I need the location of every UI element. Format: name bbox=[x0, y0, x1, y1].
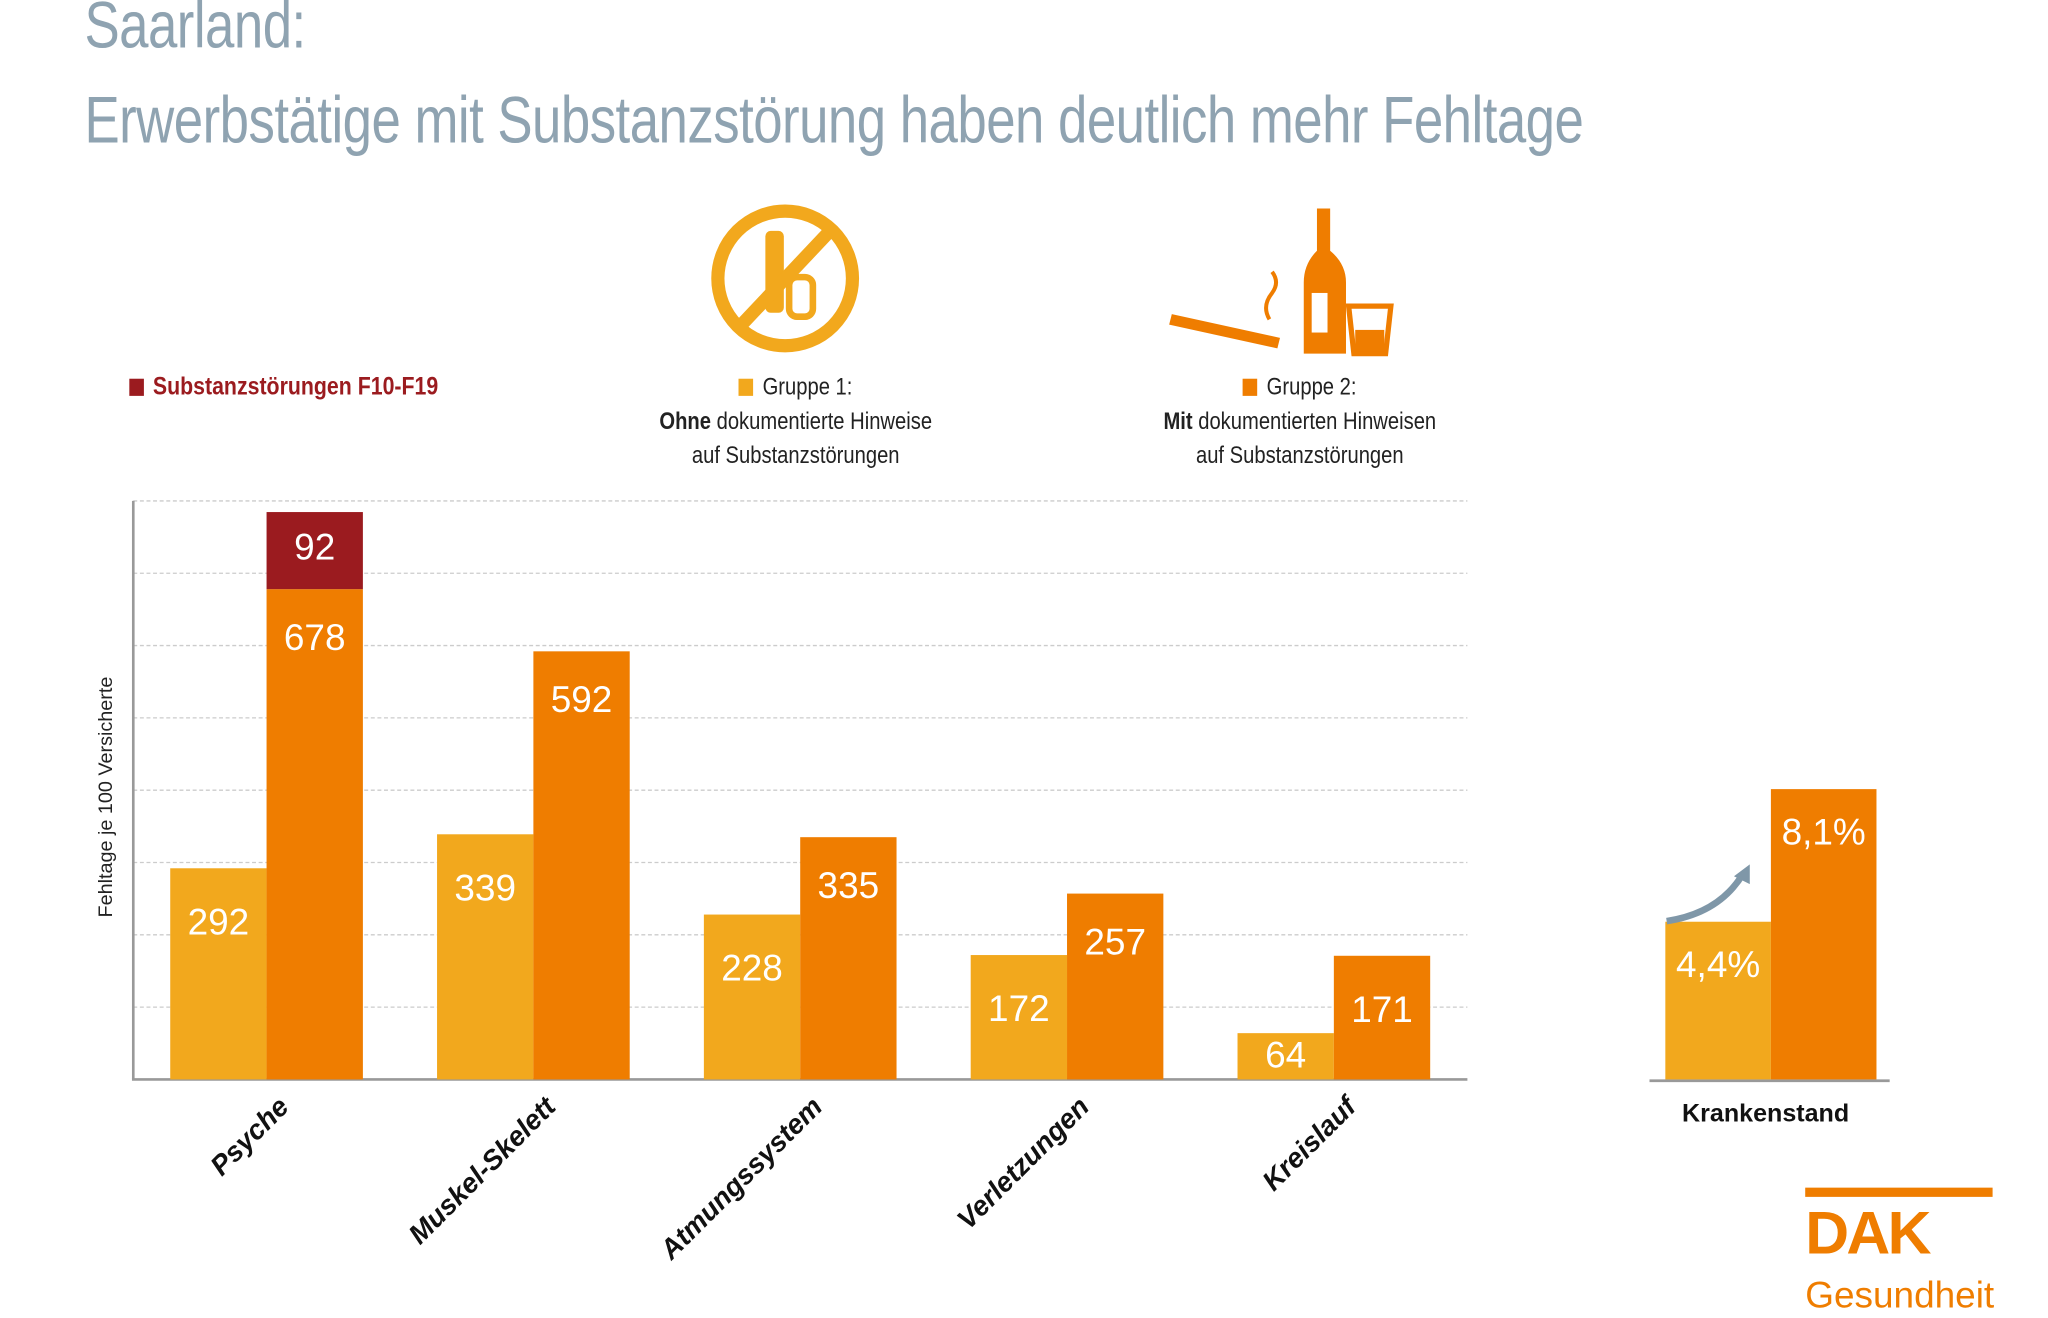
legend-label: Substanzstörungen F10-F19 bbox=[152, 373, 439, 402]
bar-group2 bbox=[266, 589, 363, 1080]
legend-line: Mit dokumentierten Hinweisen bbox=[1132, 404, 1468, 438]
bar-group1 bbox=[437, 834, 534, 1080]
category-label: Kreislauf bbox=[1256, 1089, 1364, 1197]
data-label: 92 bbox=[294, 527, 335, 568]
bar-group2 bbox=[1067, 893, 1164, 1080]
arrow-up-icon bbox=[1666, 871, 1747, 925]
legend-swatch bbox=[129, 378, 144, 396]
legend-bold: Ohne bbox=[659, 407, 711, 435]
data-label: 171 bbox=[1351, 989, 1413, 1030]
logo-subtext: Gesundheit bbox=[1805, 1274, 1995, 1316]
legend-bold: Mit bbox=[1163, 407, 1193, 435]
legend-group2: Gruppe 2: Mit dokumentierten Hinweisen a… bbox=[1132, 369, 1468, 472]
data-label: 4,4% bbox=[1676, 944, 1760, 985]
legend-group1: Gruppe 1: Ohne dokumentierte Hinweise au… bbox=[627, 369, 963, 472]
category-label: Verletzungen bbox=[951, 1091, 1095, 1235]
legend-label: Gruppe 1: bbox=[762, 373, 853, 400]
page-title: Erwerbstätige mit Substanzstörung haben … bbox=[84, 83, 1584, 158]
bar-chart: Fehltage je 100 Versicherte 292 678 92 Psych… bbox=[95, 500, 1890, 1266]
category-label: Psyche bbox=[204, 1091, 295, 1182]
bar-group1 bbox=[703, 914, 801, 1080]
data-label: 8,1% bbox=[1782, 812, 1866, 853]
data-label: 228 bbox=[721, 948, 783, 989]
y-axis-label: Fehltage je 100 Versicherte bbox=[95, 677, 117, 918]
category-label: Muskel-Skelett bbox=[402, 1090, 562, 1250]
bar-group2 bbox=[533, 651, 630, 1080]
legend-line: Ohne dokumentierte Hinweise bbox=[627, 404, 963, 438]
data-label: 592 bbox=[551, 679, 613, 720]
bar-group1 bbox=[970, 955, 1068, 1080]
legend-label: dokumentierte Hinweise bbox=[710, 407, 933, 435]
category-label: Krankenstand bbox=[1682, 1100, 1849, 1128]
bar-group1 bbox=[1237, 1033, 1334, 1080]
category-label: Atmungssystem bbox=[653, 1091, 828, 1266]
infographic: Saarland: Erwerbstätige mit Substanzstör… bbox=[84, 0, 1994, 1316]
dak-logo: DAK Gesundheit bbox=[1805, 1187, 1995, 1318]
bar-substanz bbox=[266, 512, 363, 590]
data-label: 64 bbox=[1265, 1034, 1306, 1075]
title-region: Saarland: bbox=[84, 0, 306, 63]
bar-group2 bbox=[1333, 955, 1431, 1080]
data-label: 172 bbox=[988, 988, 1050, 1029]
bar-group1 bbox=[170, 868, 267, 1080]
arrow-head-icon bbox=[1733, 864, 1750, 885]
data-label: 335 bbox=[818, 865, 880, 906]
legend-label: dokumentierten Hinweisen bbox=[1192, 407, 1437, 435]
logo-text: DAK bbox=[1805, 1198, 1931, 1267]
legend-substanz: Substanzstörungen F10-F19 bbox=[129, 372, 438, 404]
legend-label: auf Substanzstörungen bbox=[1195, 442, 1404, 469]
data-label: 678 bbox=[284, 617, 346, 658]
legend-label: auf Substanzstörungen bbox=[691, 442, 900, 469]
legend-swatch bbox=[1243, 378, 1258, 396]
data-label: 339 bbox=[454, 867, 516, 908]
bar-group2 bbox=[800, 837, 897, 1080]
data-label: 292 bbox=[188, 901, 250, 942]
bar-group1 bbox=[1665, 921, 1771, 1080]
legend-swatch bbox=[739, 378, 754, 396]
data-label: 257 bbox=[1084, 921, 1146, 962]
legend-label: Gruppe 2: bbox=[1266, 373, 1357, 400]
bar-group2 bbox=[1770, 789, 1877, 1080]
logo-bar bbox=[1805, 1187, 1993, 1197]
